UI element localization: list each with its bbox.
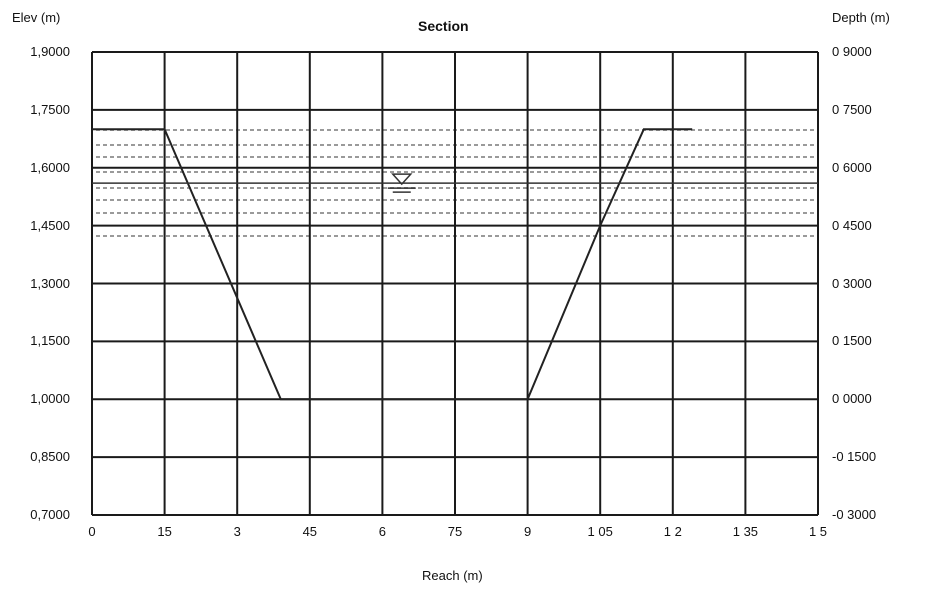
x-tick-label: 75 [447, 524, 463, 539]
x-tick-label: 1 35 [732, 524, 759, 539]
y-left-tick-label: 1,9000 [30, 44, 70, 59]
water-level-marker [391, 173, 413, 186]
y-left-tick-label: 1,6000 [30, 159, 70, 175]
y-left-tick-label: 0,7000 [30, 507, 70, 522]
y-left-tick-label: 1,0000 [30, 391, 70, 407]
y-left-axis-label: Elev (m) [12, 10, 61, 25]
x-tick-label: 15 [157, 524, 172, 539]
grid [91, 51, 819, 516]
y-left-tick-label: 1,7500 [30, 101, 70, 117]
x-tick-label: 9 [523, 524, 532, 539]
y-right-tick-label: 0 1500 [832, 333, 872, 349]
y-right-tick-label: -0 1500 [832, 449, 877, 465]
y-right-tick-label: 0 3000 [832, 275, 872, 291]
section-profile-line [92, 128, 693, 401]
y-right-tick-label: 0 4500 [832, 217, 872, 233]
y-left-tick-label: 0,8500 [30, 449, 70, 465]
chart-title: Section [418, 18, 469, 34]
y-left-tick-label: 1,3000 [30, 275, 70, 291]
x-axis-label: Reach (m) [422, 568, 483, 583]
y-left-tick-label: 1,4500 [30, 217, 70, 233]
y-right-tick-label: 0 9000 [832, 44, 872, 59]
y-right-axis-label: Depth (m) [832, 10, 890, 25]
x-tick-label: 6 [378, 524, 386, 539]
x-tick-label: 0 [88, 524, 96, 539]
x-tick-label: 45 [302, 524, 318, 539]
y-right-tick-label: 0 7500 [832, 101, 872, 117]
x-tick-label: 1 5 [808, 524, 828, 539]
y-right-tick-label: 0 0000 [832, 391, 872, 407]
x-tick-label: 1 05 [587, 524, 613, 539]
y-right-tick-label: 0 6000 [832, 159, 872, 175]
y-left-tick-label: 1,1500 [30, 333, 70, 349]
y-right-tick-label: -0 3000 [832, 507, 877, 522]
x-tick-label: 3 [233, 524, 241, 539]
series-layer [92, 128, 818, 401]
x-tick-label: 1 2 [663, 524, 682, 539]
